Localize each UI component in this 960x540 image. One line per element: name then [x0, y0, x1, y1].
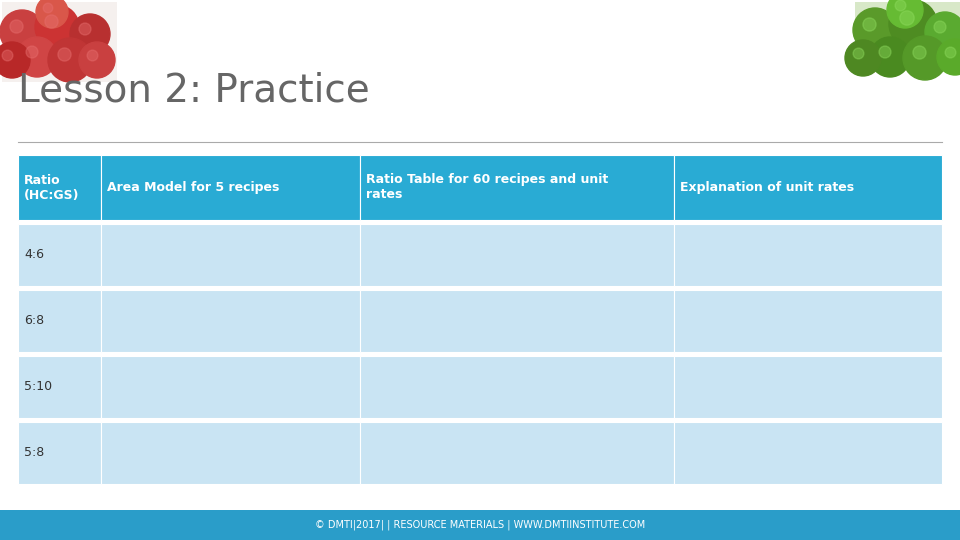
Circle shape [903, 36, 947, 80]
Circle shape [879, 46, 891, 58]
Circle shape [58, 48, 71, 61]
Bar [674, 356, 942, 418]
Bar [674, 290, 942, 352]
Circle shape [0, 42, 30, 78]
Bar [360, 422, 674, 484]
Circle shape [889, 0, 937, 48]
Bar [674, 155, 942, 220]
Bar [101, 290, 360, 352]
Circle shape [895, 0, 906, 11]
Circle shape [853, 48, 864, 59]
Circle shape [35, 5, 79, 49]
Text: 5:10: 5:10 [24, 381, 52, 394]
Circle shape [934, 21, 946, 33]
Circle shape [913, 46, 926, 59]
Bar [18, 155, 101, 220]
Circle shape [853, 8, 897, 52]
Bar [18, 290, 101, 352]
Circle shape [2, 50, 12, 61]
Bar [18, 356, 101, 418]
Bar [674, 224, 942, 286]
Circle shape [45, 15, 59, 28]
Circle shape [845, 40, 881, 76]
Bar [360, 290, 674, 352]
Circle shape [870, 37, 910, 77]
Bar [101, 224, 360, 286]
Text: © DMTI|2017| | RESOURCE MATERIALS | WWW.DMTIINSTITUTE.COM: © DMTI|2017| | RESOURCE MATERIALS | WWW.… [315, 519, 645, 530]
Circle shape [79, 42, 115, 78]
Circle shape [79, 23, 91, 35]
Text: 4:6: 4:6 [24, 248, 44, 261]
Bar [360, 155, 674, 220]
Circle shape [17, 37, 57, 77]
Circle shape [925, 12, 960, 52]
Circle shape [937, 39, 960, 75]
Bar [360, 356, 674, 418]
Text: Lesson 2: Practice: Lesson 2: Practice [18, 72, 370, 110]
Bar [101, 155, 360, 220]
Bar [101, 356, 360, 418]
Circle shape [900, 11, 914, 25]
Circle shape [70, 14, 110, 54]
Circle shape [945, 47, 956, 58]
Bar [18, 224, 101, 286]
Bar [2, 2, 117, 82]
Circle shape [10, 20, 23, 33]
Text: Ratio
(HC:GS): Ratio (HC:GS) [24, 173, 80, 201]
Circle shape [887, 0, 923, 28]
Bar [18, 422, 101, 484]
Bar [674, 422, 942, 484]
Text: Ratio Table for 60 recipes and unit
rates: Ratio Table for 60 recipes and unit rate… [366, 173, 608, 201]
Bar [101, 422, 360, 484]
Circle shape [36, 0, 68, 28]
Circle shape [87, 50, 98, 61]
Text: 6:8: 6:8 [24, 314, 44, 327]
Circle shape [48, 38, 92, 82]
Bar [0, 510, 960, 540]
Circle shape [0, 10, 44, 54]
Text: Explanation of unit rates: Explanation of unit rates [680, 181, 854, 194]
Text: Area Model for 5 recipes: Area Model for 5 recipes [108, 181, 279, 194]
Circle shape [863, 18, 876, 31]
Bar [855, 2, 960, 70]
Bar [360, 224, 674, 286]
Circle shape [26, 46, 38, 58]
Text: 5:8: 5:8 [24, 447, 44, 460]
Circle shape [43, 3, 53, 13]
